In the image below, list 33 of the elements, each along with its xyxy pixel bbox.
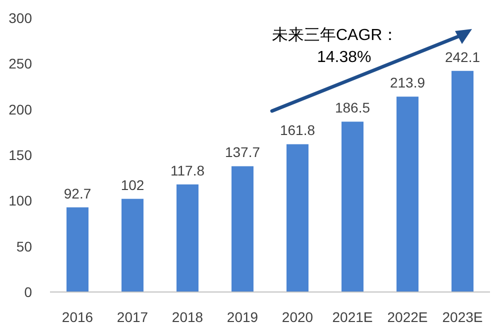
bar <box>286 144 308 292</box>
y-tick-label: 300 <box>8 10 32 26</box>
data-label: 117.8 <box>170 162 205 178</box>
bar <box>176 184 198 292</box>
y-tick-label: 200 <box>8 101 32 118</box>
bar <box>342 122 364 292</box>
data-label: 213.9 <box>390 74 426 91</box>
x-tick-label: 2017 <box>116 309 148 325</box>
data-label: 242.1 <box>444 48 480 65</box>
x-tick-label: 2016 <box>62 309 94 325</box>
data-label: 161.8 <box>280 122 316 138</box>
y-tick-label: 150 <box>8 147 32 163</box>
data-label: 92.7 <box>64 185 92 202</box>
annotation: 14.38% <box>317 49 372 66</box>
data-label: 186.5 <box>334 100 370 116</box>
bar <box>232 166 254 292</box>
annotation: 未来三年CAGR： <box>272 26 398 44</box>
x-tick-label: 2023E <box>442 309 483 325</box>
x-tick-label: 2018 <box>172 309 204 325</box>
x-tick-label: 2019 <box>226 309 258 325</box>
y-tick-label: 0 <box>24 284 32 300</box>
x-tick-label: 2020 <box>282 309 314 325</box>
y-tick-label: 250 <box>8 56 32 72</box>
bar <box>66 207 88 292</box>
bar <box>452 70 474 292</box>
bar <box>396 96 418 292</box>
y-tick-label: 100 <box>8 192 32 209</box>
bar <box>122 198 144 292</box>
x-tick-label: 2022E <box>387 309 428 325</box>
x-tick-label: 2021E <box>332 309 373 325</box>
y-tick-label: 50 <box>16 238 32 254</box>
data-label: 102 <box>120 176 144 193</box>
data-label: 137.7 <box>224 144 260 160</box>
